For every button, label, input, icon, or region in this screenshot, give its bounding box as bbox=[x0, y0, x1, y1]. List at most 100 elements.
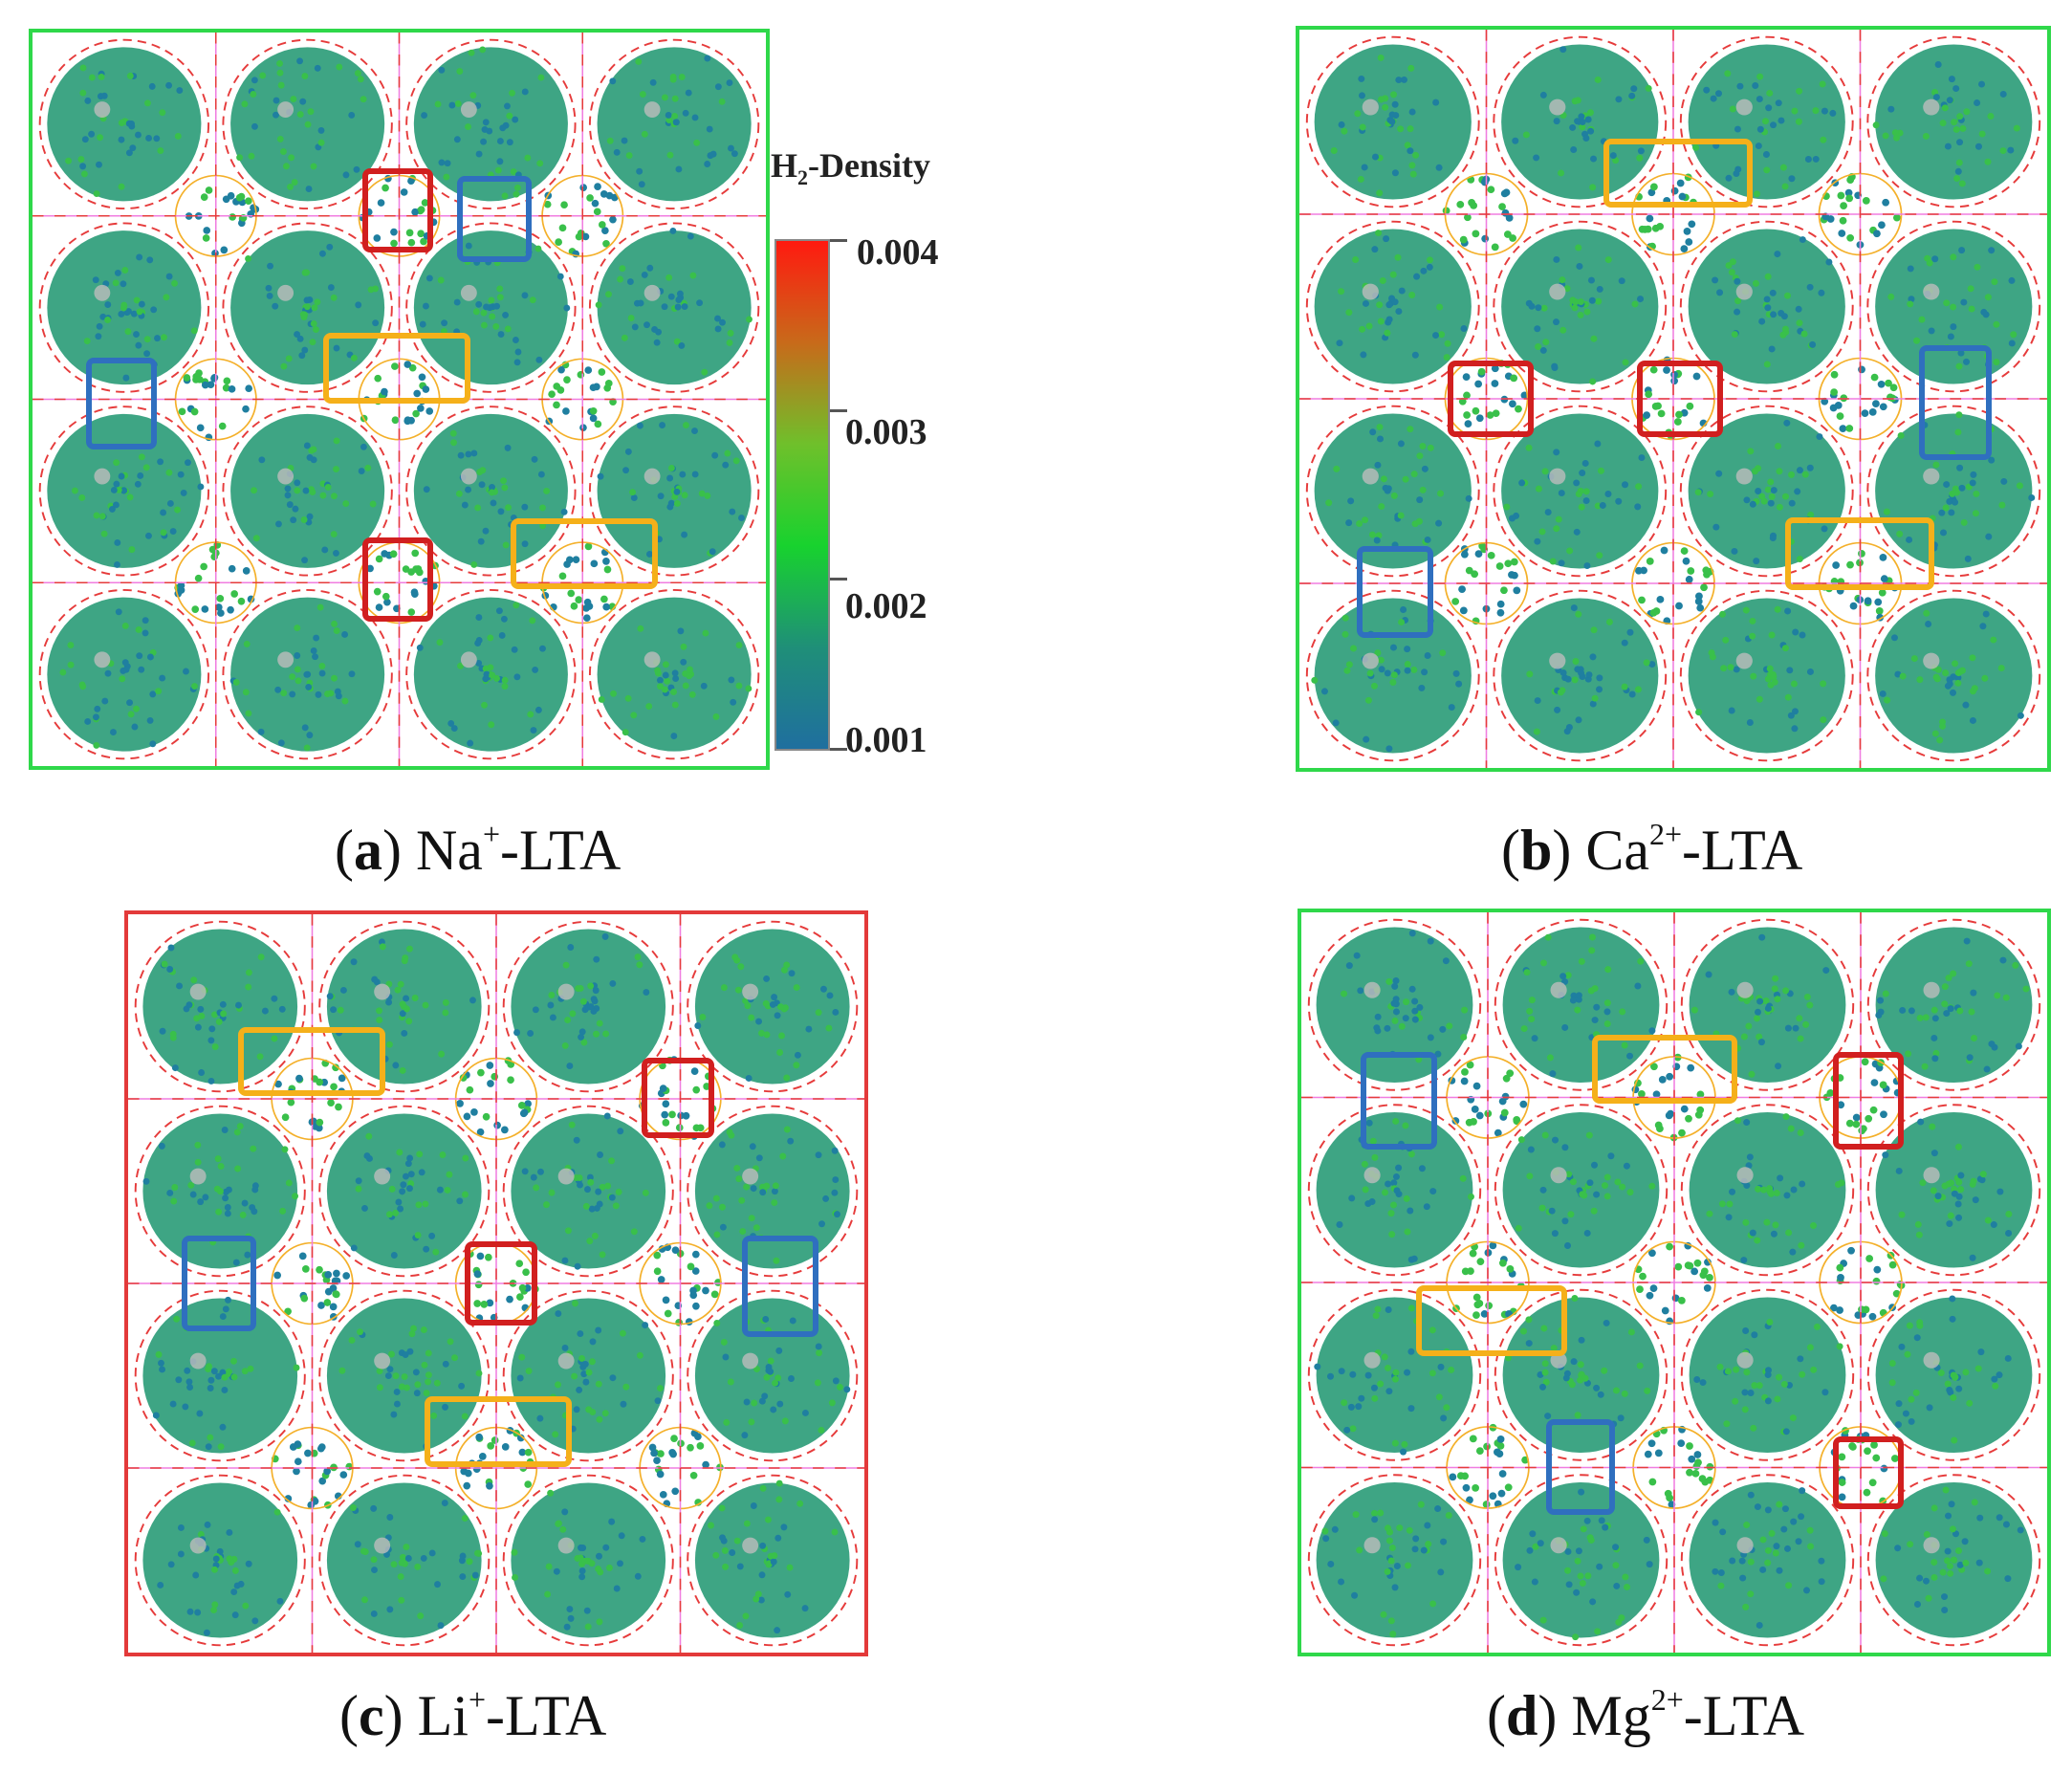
cation-sphere bbox=[1549, 283, 1566, 300]
cation-sphere bbox=[1923, 1537, 1940, 1554]
red-box-c1 bbox=[642, 1058, 714, 1138]
alpha-cage bbox=[222, 588, 393, 760]
alpha-cage bbox=[1866, 220, 2041, 393]
h2-density-map-d bbox=[1301, 912, 2047, 1653]
beta-cage bbox=[1446, 1423, 1530, 1509]
alpha-cage bbox=[1494, 918, 1669, 1091]
red-box-d2 bbox=[1833, 1436, 1904, 1509]
h2-density-map-b bbox=[1299, 30, 2047, 768]
red-box-b1 bbox=[1448, 361, 1534, 437]
alpha-cage bbox=[1866, 1474, 2041, 1647]
alpha-cage bbox=[405, 405, 577, 577]
alpha-cage bbox=[134, 920, 306, 1093]
alpha-cage bbox=[1866, 918, 2041, 1091]
cation-sphere bbox=[189, 1537, 207, 1554]
cation-sphere bbox=[1735, 652, 1753, 669]
alpha-cage bbox=[588, 222, 760, 393]
alpha-cage bbox=[502, 920, 674, 1093]
blue-box-a2 bbox=[86, 358, 157, 449]
caption-a: (a) Na+-LTA bbox=[335, 817, 622, 882]
cation-sphere bbox=[189, 983, 207, 1000]
cation-sphere bbox=[742, 983, 759, 1000]
alpha-cage bbox=[1680, 1104, 1855, 1277]
cation-sphere bbox=[1923, 468, 1940, 485]
cation-sphere bbox=[1549, 652, 1566, 669]
alpha-cage bbox=[222, 222, 393, 393]
orange-box-a2 bbox=[511, 518, 658, 589]
cation-sphere bbox=[643, 651, 661, 668]
cation-sphere bbox=[643, 101, 661, 118]
alpha-cage bbox=[222, 38, 393, 210]
h2-density-map-c bbox=[128, 914, 864, 1653]
cation-sphere bbox=[94, 101, 111, 118]
alpha-cage bbox=[318, 1474, 491, 1647]
colorbar-tick-mark bbox=[830, 748, 847, 751]
alpha-cage bbox=[1305, 405, 1480, 578]
alpha-cage bbox=[1679, 405, 1854, 578]
alpha-cage bbox=[687, 1105, 859, 1278]
colorbar-tick-label: 0.004 bbox=[857, 232, 939, 273]
alpha-cage bbox=[38, 588, 210, 760]
beta-cage bbox=[1444, 357, 1529, 441]
alpha-cage bbox=[222, 405, 393, 577]
alpha-cage bbox=[1494, 1474, 1669, 1647]
alpha-cage bbox=[1866, 589, 2041, 762]
red-box-b2 bbox=[1637, 361, 1723, 437]
cation-sphere bbox=[374, 1537, 391, 1554]
cation-sphere bbox=[460, 651, 477, 668]
cation-sphere bbox=[189, 1168, 207, 1185]
alpha-cage bbox=[1866, 405, 2041, 578]
alpha-cage bbox=[1866, 1288, 2041, 1461]
alpha-cage bbox=[1307, 1288, 1482, 1461]
alpha-cage bbox=[134, 1105, 306, 1278]
cation-sphere bbox=[1362, 468, 1379, 485]
alpha-cage bbox=[1680, 1474, 1855, 1647]
cation-sphere bbox=[1736, 1351, 1754, 1369]
cation-sphere bbox=[557, 1537, 575, 1554]
cation-sphere bbox=[557, 1352, 575, 1370]
blue-box-b1 bbox=[1919, 345, 1992, 460]
red-box-c2 bbox=[465, 1241, 537, 1326]
colorbar-tick-label: 0.003 bbox=[845, 412, 927, 452]
orange-box-b2 bbox=[1785, 517, 1934, 590]
blue-box-c2 bbox=[742, 1236, 818, 1337]
alpha-cage bbox=[687, 920, 859, 1093]
alpha-cage bbox=[1679, 589, 1854, 762]
colorbar-tick-mark bbox=[830, 409, 847, 412]
alpha-cage bbox=[1494, 1288, 1669, 1461]
cation-sphere bbox=[742, 1168, 759, 1185]
alpha-cage bbox=[405, 222, 577, 393]
alpha-cage bbox=[1866, 35, 2041, 208]
orange-box-a1 bbox=[323, 333, 470, 404]
alpha-cage bbox=[1866, 1104, 2041, 1277]
cation-sphere bbox=[94, 284, 111, 301]
cation-sphere bbox=[742, 1352, 759, 1370]
panel-a-na-lta bbox=[29, 29, 770, 770]
cation-sphere bbox=[374, 1352, 391, 1370]
cation-sphere bbox=[1736, 1167, 1754, 1184]
alpha-cage bbox=[1305, 35, 1480, 208]
cation-sphere bbox=[1362, 652, 1379, 669]
cation-sphere bbox=[277, 101, 294, 118]
alpha-cage bbox=[38, 222, 210, 393]
orange-box-d1 bbox=[1592, 1035, 1737, 1104]
alpha-cage bbox=[38, 38, 210, 210]
alpha-cage bbox=[502, 1474, 674, 1647]
cation-sphere bbox=[643, 468, 661, 485]
cation-sphere bbox=[1735, 283, 1753, 300]
cation-sphere bbox=[1923, 99, 1940, 116]
cation-sphere bbox=[1735, 99, 1753, 116]
alpha-cage bbox=[1680, 1288, 1855, 1461]
red-box-a1 bbox=[362, 168, 433, 252]
alpha-cage bbox=[1494, 1104, 1669, 1277]
panel-b-ca-lta bbox=[1296, 26, 2051, 772]
blue-box-d2 bbox=[1546, 1419, 1615, 1515]
alpha-cage bbox=[502, 1105, 674, 1278]
alpha-cage bbox=[588, 38, 760, 210]
alpha-cage bbox=[318, 920, 491, 1093]
cation-sphere bbox=[277, 468, 294, 485]
orange-box-c2 bbox=[425, 1396, 572, 1467]
cation-sphere bbox=[460, 101, 477, 118]
colorbar-tick-label: 0.002 bbox=[845, 586, 927, 626]
panel-d-mg-lta bbox=[1298, 909, 2051, 1656]
